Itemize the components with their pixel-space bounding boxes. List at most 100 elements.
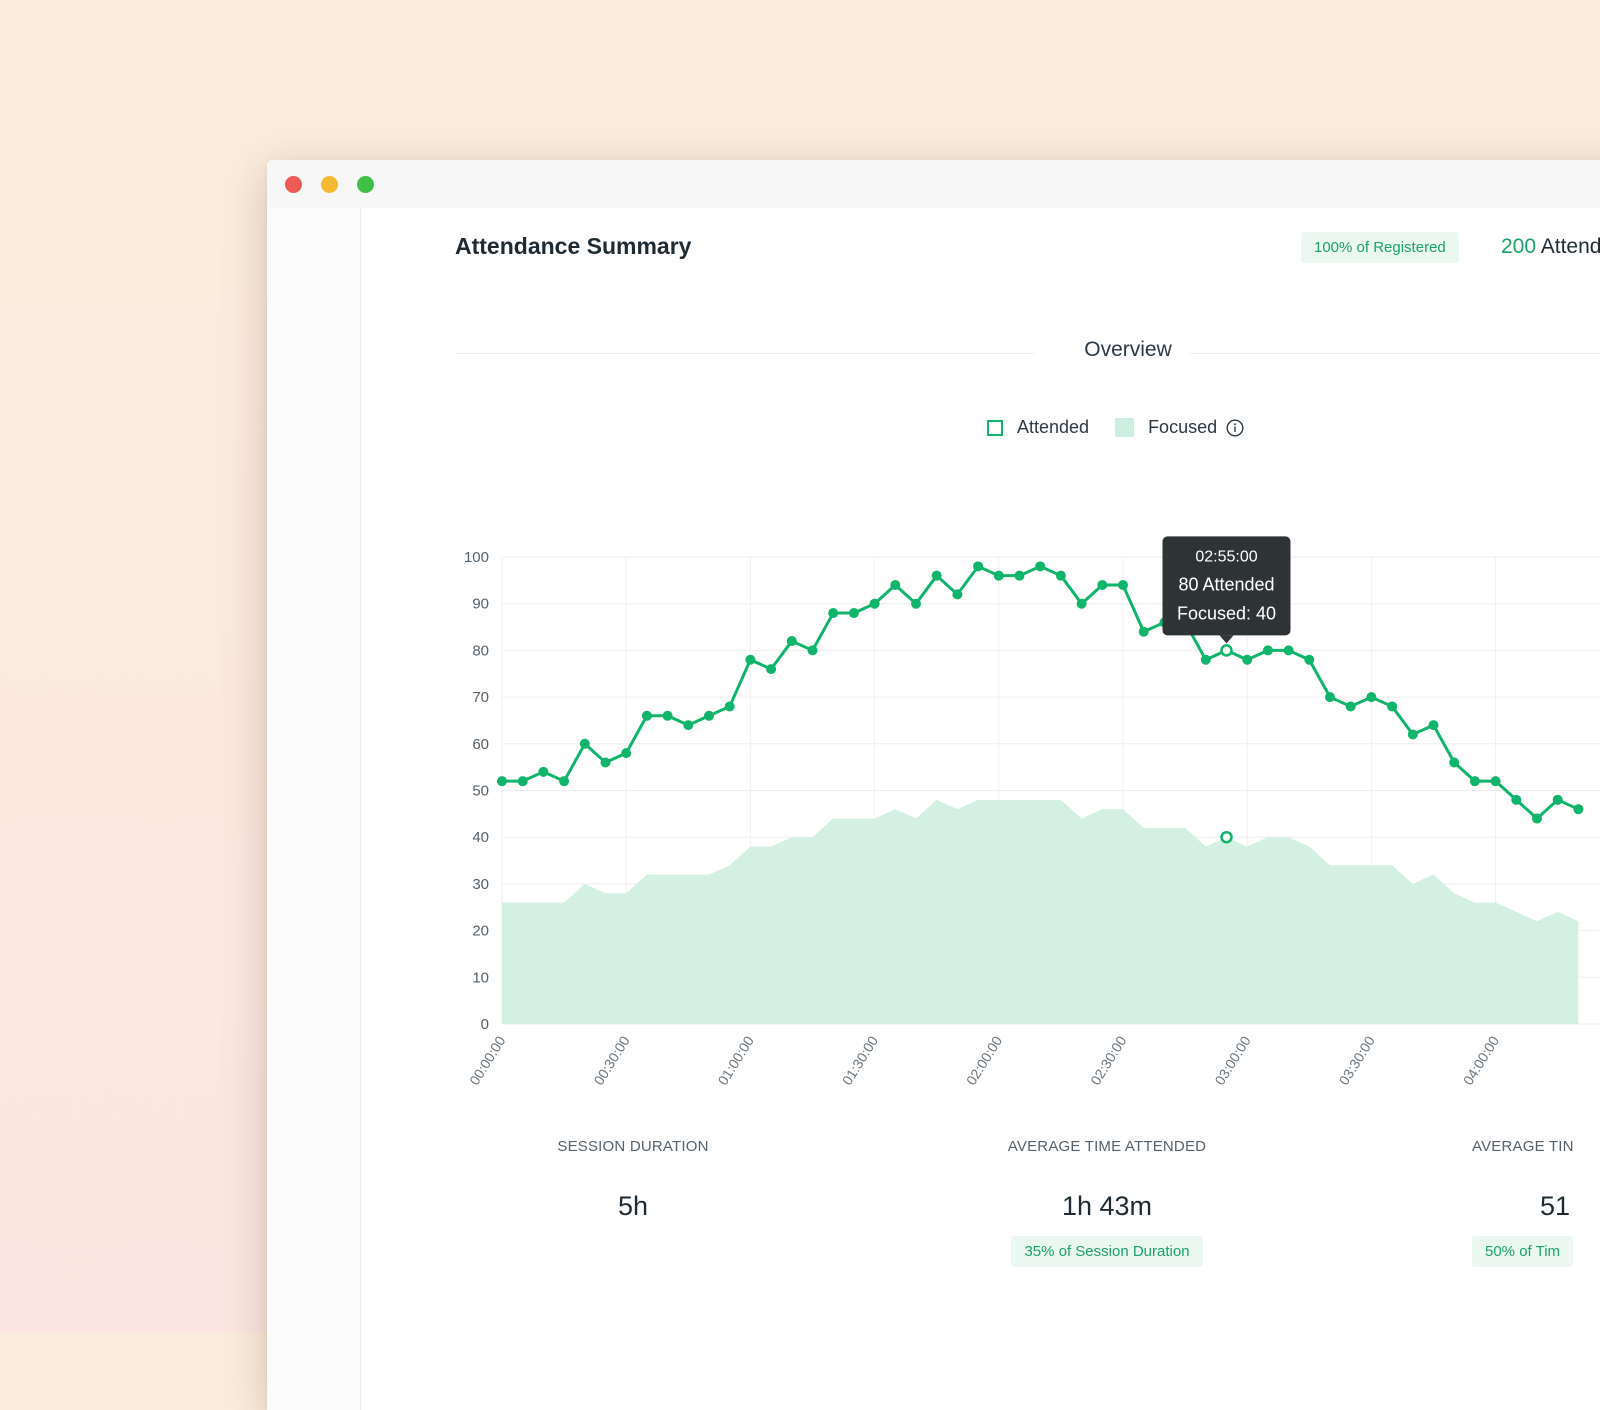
x-axis: 00:00:00 00:30:00 01:00:00 01:30:00 02:00:00… — [466, 1033, 1502, 1088]
attended-point — [1242, 654, 1253, 665]
y-tick-label: 100 — [464, 549, 489, 566]
chart-legend: Attended Focused — [987, 417, 1244, 438]
x-tick-label: 04:00:00 — [1460, 1033, 1503, 1088]
x-tick-label: 01:30:00 — [839, 1033, 882, 1088]
attended-count-number: 200 — [1501, 235, 1537, 258]
attended-point — [1449, 757, 1460, 768]
y-axis: 0 10 20 30 40 50 60 70 80 90 100 — [464, 549, 489, 1033]
app-window: Attendance Summary 100% of Registered 20… — [267, 160, 1600, 1410]
attended-point — [662, 710, 673, 721]
attended-point — [724, 701, 735, 712]
stat-average-time-attended: AVERAGE TIME ATTENDED 1h 43m 35% of Sess… — [947, 1138, 1267, 1267]
y-tick-label: 80 — [472, 642, 489, 659]
minimize-window-button[interactable] — [321, 176, 338, 193]
attended-point — [1428, 720, 1439, 731]
title-bar — [267, 160, 1600, 208]
attended-count-label: Attend — [1540, 235, 1600, 258]
stat-value: 5h — [617, 1191, 649, 1221]
focused-area-fill — [502, 799, 1579, 1024]
attended-point — [641, 710, 652, 721]
attended-point — [559, 776, 570, 787]
y-tick-label: 50 — [472, 783, 489, 800]
stat-value: 51 — [1540, 1191, 1571, 1221]
y-tick-label: 70 — [472, 689, 489, 706]
y-tick-label: 60 — [472, 736, 489, 753]
stat-label: SESSION DURATION — [557, 1138, 709, 1155]
chart-tooltip: 02:55:00 80 Attended Focused: 40 — [1162, 536, 1291, 644]
stat-average-time-focused: AVERAGE TIN 51 50% of Tim — [1472, 1138, 1600, 1267]
section-title: Overview — [1084, 338, 1172, 361]
registered-badge: 100% of Registered — [1301, 232, 1459, 263]
attended-point — [931, 570, 942, 581]
attended-point — [517, 776, 528, 787]
attended-point — [1138, 626, 1149, 637]
x-tick-label: 02:30:00 — [1087, 1033, 1130, 1088]
attended-point — [993, 570, 1004, 581]
attended-point — [1573, 804, 1584, 815]
attended-point — [1407, 729, 1418, 740]
attended-point — [973, 561, 984, 572]
stat-label: AVERAGE TIME ATTENDED — [1007, 1138, 1207, 1155]
y-tick-label: 0 — [481, 1016, 489, 1033]
attended-point — [911, 598, 921, 609]
attended-point — [786, 636, 797, 647]
x-tick-label: 03:30:00 — [1335, 1033, 1378, 1088]
attended-point — [890, 580, 901, 591]
attended-point — [538, 766, 549, 777]
sidebar — [267, 208, 361, 1410]
legend-attended-label[interactable]: Attended — [1017, 417, 1090, 437]
tooltip-box — [1162, 536, 1291, 636]
stat-badge: 35% of Session Duration — [1011, 1236, 1203, 1267]
attended-point — [1076, 598, 1087, 609]
stat-label: AVERAGE TIN — [1472, 1138, 1574, 1155]
attended-count: 200 Attend — [1501, 235, 1600, 259]
y-tick-label: 40 — [472, 829, 489, 846]
close-window-button[interactable] — [285, 176, 302, 193]
attended-point — [1345, 701, 1356, 712]
attended-point — [1097, 580, 1108, 591]
tooltip-focused: Focused: 40 — [1177, 603, 1276, 623]
overview-divider-left — [455, 353, 1035, 354]
attended-point — [1014, 570, 1025, 581]
legend-attended-swatch[interactable] — [987, 419, 1003, 436]
info-icon[interactable] — [1226, 418, 1244, 437]
attended-point — [807, 645, 818, 656]
attended-point — [869, 598, 880, 609]
attended-point — [766, 664, 777, 675]
x-tick-label: 02:00:00 — [963, 1033, 1006, 1088]
stat-session-duration: SESSION DURATION 5h — [503, 1138, 763, 1222]
maximize-window-button[interactable] — [357, 176, 374, 193]
attended-point — [704, 710, 714, 721]
attended-point — [828, 608, 839, 619]
attended-point — [683, 720, 694, 731]
focused-point-highlight — [1220, 830, 1233, 844]
attended-point — [848, 608, 859, 619]
attended-point — [579, 738, 590, 749]
legend-focused-swatch[interactable] — [1115, 418, 1135, 437]
y-tick-label: 30 — [472, 876, 489, 893]
tooltip-attended: 80 Attended — [1178, 574, 1274, 594]
attended-point — [1304, 654, 1315, 665]
attended-point — [1118, 580, 1128, 591]
y-tick-label: 20 — [472, 923, 489, 940]
attended-point — [952, 589, 963, 600]
page-title: Attendance Summary — [455, 233, 692, 259]
attended-point — [1262, 645, 1273, 656]
attended-point-highlight — [1220, 644, 1233, 657]
overview-divider-right — [1189, 353, 1600, 354]
attended-point — [621, 748, 632, 759]
x-tick-label: 00:30:00 — [590, 1033, 633, 1088]
tooltip-pointer — [1219, 635, 1234, 644]
attended-point — [1325, 692, 1335, 703]
attended-point — [1532, 813, 1542, 824]
attended-point — [1469, 776, 1480, 787]
y-tick-label: 90 — [472, 596, 489, 613]
attended-point — [1511, 794, 1522, 805]
attended-point — [1387, 701, 1398, 712]
stat-value: 1h 43m — [1061, 1191, 1153, 1221]
x-tick-label: 01:00:00 — [714, 1033, 757, 1088]
attended-point — [600, 757, 611, 768]
x-tick-label: 03:00:00 — [1211, 1033, 1254, 1088]
legend-focused-label[interactable]: Focused — [1148, 417, 1218, 437]
